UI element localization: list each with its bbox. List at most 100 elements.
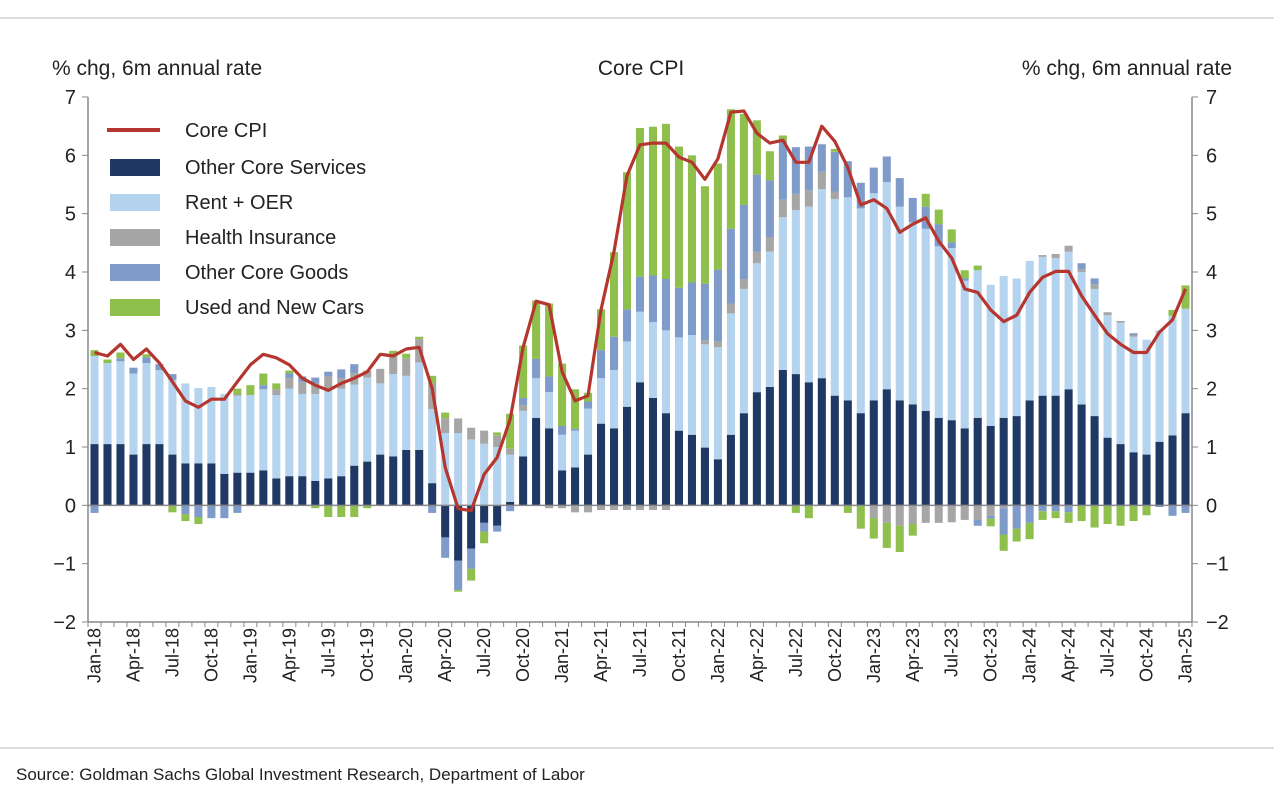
bar-rent-oer	[220, 393, 229, 474]
bar-other-core-services	[674, 430, 683, 506]
y-tick-label-left: 1	[65, 437, 76, 459]
bar-rent-oer	[765, 251, 774, 387]
bar-health-insurance	[700, 340, 709, 345]
bar-other-core-goods	[999, 508, 1008, 535]
bar-other-core-services	[869, 400, 878, 506]
bar-other-core-goods	[687, 282, 696, 335]
bar-used-and-new-cars	[973, 265, 982, 271]
x-tick-label: Apr-19	[279, 628, 299, 682]
bar-rent-oer	[778, 217, 787, 370]
bar-other-core-services	[1181, 413, 1190, 506]
bar-used-and-new-cars	[1012, 528, 1021, 542]
bar-rent-oer	[1012, 278, 1021, 417]
bars	[90, 109, 1190, 592]
bar-used-and-new-cars	[467, 568, 476, 581]
bar-other-core-goods	[467, 548, 476, 569]
bar-used-and-new-cars	[389, 350, 398, 357]
bar-rent-oer	[1038, 256, 1047, 396]
bar-rent-oer	[947, 248, 956, 421]
bar-rent-oer	[90, 356, 99, 445]
bar-rent-oer	[129, 373, 138, 455]
y-tick-label-right: 7	[1206, 87, 1217, 109]
bar-other-core-goods	[571, 428, 580, 431]
bar-rent-oer	[207, 386, 216, 464]
x-tick-label: Jan-25	[1176, 628, 1196, 683]
bar-rent-oer	[1103, 315, 1112, 438]
bar-used-and-new-cars	[363, 505, 372, 509]
bar-rent-oer	[363, 377, 372, 462]
bar-other-core-goods	[1038, 505, 1047, 512]
bar-rent-oer	[194, 388, 203, 464]
bar-other-core-services	[1142, 454, 1151, 506]
bar-used-and-new-cars	[350, 505, 359, 517]
bar-rent-oer	[817, 189, 826, 379]
bar-other-core-services	[129, 454, 138, 506]
bar-other-core-services	[921, 410, 930, 506]
bar-other-core-goods	[752, 174, 761, 252]
y-tick-label-right: −1	[1206, 554, 1229, 576]
bar-other-core-services	[843, 400, 852, 506]
bar-rent-oer	[155, 370, 164, 445]
bar-health-insurance	[1090, 284, 1099, 289]
bar-used-and-new-cars	[1051, 511, 1060, 519]
legend-swatch-other-core-services	[110, 159, 160, 176]
bar-other-core-goods	[908, 197, 917, 223]
y-tick-label-right: 6	[1206, 145, 1217, 167]
bar-used-and-new-cars	[311, 505, 320, 509]
bar-other-core-goods	[1168, 505, 1177, 516]
bar-other-core-goods	[90, 505, 99, 513]
x-tick-label: Jul-18	[162, 628, 182, 677]
x-tick-label: Jan-21	[552, 628, 572, 683]
bar-health-insurance	[1116, 321, 1125, 323]
bar-health-insurance	[986, 505, 995, 516]
x-tick-label: Jul-23	[942, 628, 962, 677]
legend-label-rent-oer: Rent + OER	[185, 192, 293, 214]
bar-other-core-goods	[973, 519, 982, 526]
bar-used-and-new-cars	[337, 505, 346, 517]
bar-other-core-goods	[1090, 278, 1099, 285]
bar-used-and-new-cars	[869, 518, 878, 539]
bar-other-core-services	[350, 465, 359, 506]
y-tick-label-left: −1	[53, 554, 76, 576]
bar-used-and-new-cars	[661, 123, 671, 279]
bar-other-core-services	[454, 505, 463, 561]
bar-health-insurance	[973, 505, 982, 520]
bar-rent-oer	[648, 322, 658, 398]
chart-title: Core CPI	[598, 57, 684, 80]
axes: 7 7 6 6 5 5 4 4 3 3 2 2 1 1 0 0 −1 −1 −2 −2 Jan-18 Apr-18 Jul-…	[53, 87, 1229, 683]
x-tick-label: Apr-21	[591, 628, 611, 682]
bar-other-core-services	[207, 463, 216, 506]
bar-rent-oer	[168, 379, 177, 455]
bar-rent-oer	[493, 447, 502, 506]
bar-other-core-goods	[181, 505, 190, 515]
bar-health-insurance	[765, 237, 774, 252]
bar-rent-oer	[415, 362, 424, 450]
bar-rent-oer	[402, 375, 411, 450]
bar-health-insurance	[609, 505, 619, 510]
bar-used-and-new-cars	[441, 412, 450, 419]
bar-rent-oer	[830, 199, 839, 396]
bar-other-core-services	[519, 456, 528, 506]
bar-used-and-new-cars	[843, 505, 852, 513]
bar-other-core-services	[999, 417, 1008, 506]
bar-rent-oer	[558, 434, 567, 471]
bar-used-and-new-cars	[1103, 505, 1112, 524]
bar-used-and-new-cars	[519, 345, 528, 398]
bar-other-core-goods	[324, 371, 333, 377]
x-tick-label: Jul-22	[786, 628, 806, 677]
y-tick-label-left: 5	[65, 204, 76, 226]
bar-used-and-new-cars	[947, 229, 956, 243]
bar-other-core-goods	[220, 505, 229, 519]
bar-other-core-services	[285, 476, 294, 506]
x-tick-label: Oct-18	[201, 628, 221, 682]
bar-other-core-services	[480, 505, 489, 523]
bar-health-insurance	[661, 505, 671, 510]
bar-other-core-goods	[519, 398, 528, 405]
y-tick-label-right: 1	[1206, 437, 1217, 459]
legend-swatch-health-insurance	[110, 229, 160, 246]
bar-other-core-services	[558, 470, 567, 506]
bar-other-core-services	[1168, 435, 1177, 506]
legend-label-core-cpi: Core CPI	[185, 120, 267, 142]
bar-other-core-services	[90, 444, 99, 506]
bar-health-insurance	[622, 505, 632, 510]
